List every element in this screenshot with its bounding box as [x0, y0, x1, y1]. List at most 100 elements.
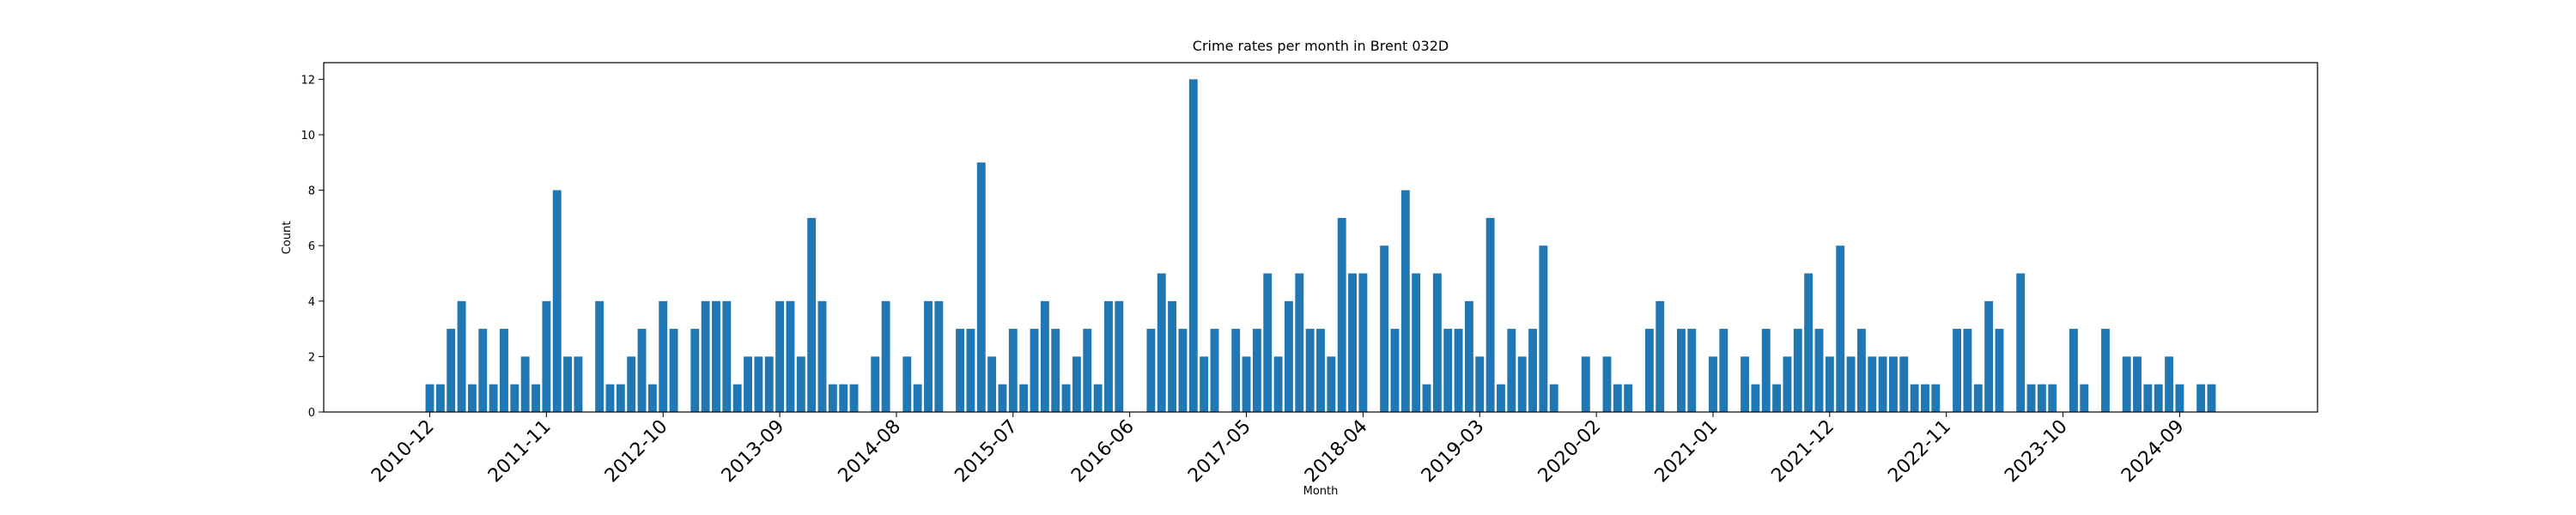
bar [839, 384, 848, 412]
bar [1210, 329, 1219, 412]
x-tick-label: 2021-12 [1767, 416, 1838, 488]
bar [1761, 329, 1771, 412]
y-tick-label: 12 [301, 74, 315, 87]
bar [1783, 356, 1792, 412]
bar [924, 300, 933, 412]
bar [1485, 217, 1495, 412]
y-tick-label: 10 [301, 130, 315, 142]
y-axis-label: Count [281, 221, 294, 255]
x-tick-label: 2020-02 [1534, 416, 1606, 488]
bar [2122, 356, 2131, 412]
x-tick-label: 2019-03 [1418, 416, 1489, 488]
bar [425, 384, 434, 412]
bar [1422, 384, 1431, 412]
bar [966, 329, 975, 412]
bar [1921, 384, 1929, 412]
x-tick-label: 2011-11 [484, 416, 556, 488]
bar [1454, 329, 1463, 412]
bar [467, 384, 477, 412]
bar [1305, 329, 1315, 412]
bar [574, 356, 583, 412]
bar [786, 300, 795, 412]
bar [500, 329, 508, 412]
bar [2026, 384, 2036, 412]
bar [447, 329, 456, 412]
bar [1146, 329, 1156, 412]
bar [1104, 300, 1113, 412]
plot-frame [323, 62, 2318, 413]
bar [489, 384, 498, 412]
bar [1188, 79, 1198, 412]
bar [647, 384, 657, 412]
bar [1327, 356, 1336, 412]
bar [881, 300, 890, 412]
bar [2165, 356, 2174, 412]
bar [913, 384, 922, 412]
bar [1083, 329, 1092, 412]
x-tick-label: 2012-10 [601, 416, 672, 488]
x-tick-label: 2014-08 [835, 416, 906, 488]
bar [457, 300, 466, 412]
bar [1358, 273, 1368, 412]
bar [998, 384, 1007, 412]
x-tick-label: 2013-09 [718, 416, 789, 488]
bar [701, 300, 710, 412]
bar [1602, 356, 1612, 412]
bar [520, 356, 530, 412]
bar [1878, 356, 1887, 412]
bar [1741, 356, 1749, 412]
bar [1295, 273, 1304, 412]
bar [1814, 329, 1824, 412]
bar [2037, 384, 2046, 412]
bar [1030, 329, 1039, 412]
bar [1656, 300, 1665, 412]
bar [1719, 329, 1728, 412]
bar [435, 384, 445, 412]
bar [616, 384, 625, 412]
bar [1432, 273, 1442, 412]
bar [722, 300, 732, 412]
bar [669, 329, 678, 412]
bar [934, 300, 944, 412]
x-tick-label: 2016-06 [1067, 416, 1139, 488]
bar [1507, 329, 1516, 412]
bar [2101, 329, 2110, 412]
bar [1528, 329, 1537, 412]
bar [2175, 384, 2184, 412]
bar [2207, 384, 2216, 412]
bar [764, 356, 774, 412]
x-tick-label: 2017-05 [1184, 416, 1255, 488]
bar [690, 329, 700, 412]
bar [1285, 300, 1293, 412]
bar [1751, 384, 1760, 412]
bar [1443, 329, 1453, 412]
bar [1846, 356, 1856, 412]
bar [542, 300, 551, 412]
bar [1200, 356, 1209, 412]
bar [1157, 273, 1166, 412]
bar [563, 356, 573, 412]
bar [1963, 329, 1972, 412]
bar [1687, 329, 1697, 412]
bar [1953, 329, 1962, 412]
y-tick-label: 6 [308, 240, 315, 253]
bar [754, 356, 763, 412]
x-tick-label: 2023-10 [2001, 416, 2072, 488]
bar [659, 300, 668, 412]
bar [2016, 273, 2026, 412]
y-tick-label: 8 [308, 185, 315, 198]
bar [1856, 329, 1866, 412]
bar [902, 356, 912, 412]
bar [2069, 329, 2078, 412]
bar [1581, 356, 1590, 412]
bar [1040, 300, 1049, 412]
bar [1380, 245, 1389, 412]
bar [1676, 329, 1686, 412]
bar [1973, 384, 1983, 412]
bar [637, 329, 647, 412]
x-tick-label: 2018-04 [1301, 416, 1372, 488]
x-tick-label: 2021-01 [1651, 416, 1722, 488]
bar [1889, 356, 1898, 412]
bar [1263, 273, 1273, 412]
